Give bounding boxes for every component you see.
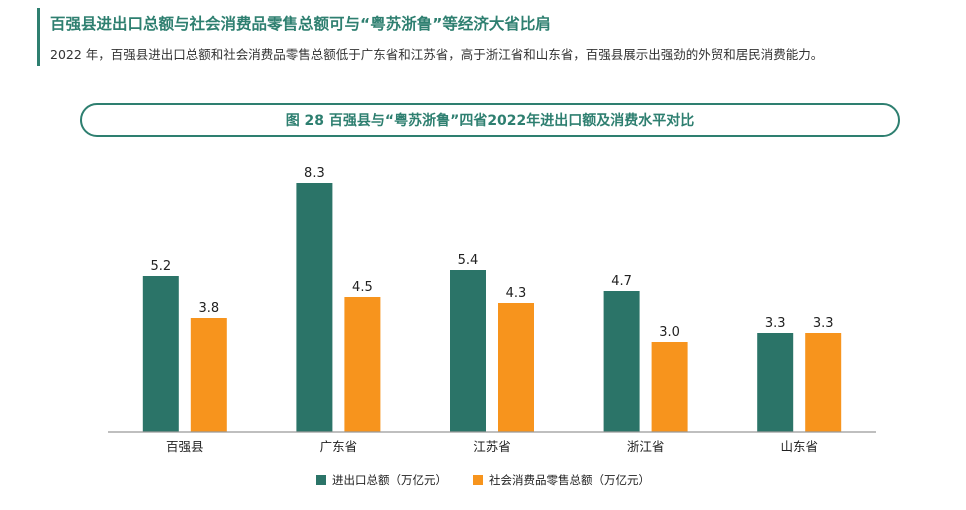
chart-title-box: 图 28 百强县与“粤苏浙鲁”四省2022年进出口额及消费水平对比 <box>80 103 900 137</box>
bar <box>498 303 534 432</box>
x-tick-label: 广东省 <box>320 439 358 454</box>
legend-item-import-export: 进出口总额（万亿元） <box>316 472 447 488</box>
legend-swatch-import-export <box>316 475 326 485</box>
heading-accent-bar <box>37 8 40 66</box>
legend-swatch-retail <box>473 475 483 485</box>
x-tick-label: 百强县 <box>166 439 204 454</box>
legend-label-import-export: 进出口总额（万亿元） <box>332 473 447 487</box>
bar <box>344 297 381 432</box>
bar <box>805 333 842 432</box>
data-label: 5.2 <box>150 259 171 274</box>
bar <box>757 333 794 432</box>
legend-item-retail: 社会消费品零售总额（万亿元） <box>473 472 650 488</box>
bar <box>190 318 227 432</box>
chart-title: 图 28 百强县与“粤苏浙鲁”四省2022年进出口额及消费水平对比 <box>285 113 695 129</box>
x-tick-label: 山东省 <box>780 439 818 454</box>
data-label: 4.7 <box>611 274 632 289</box>
data-label: 4.5 <box>352 280 373 295</box>
data-label: 3.0 <box>659 325 680 340</box>
data-label: 4.3 <box>506 286 527 301</box>
page-description: 2022 年，百强县进出口总额和社会消费品零售总额低于广东省和江苏省，高于浙江省… <box>50 47 824 62</box>
data-label: 3.3 <box>813 316 834 331</box>
data-label: 5.4 <box>458 253 479 268</box>
bar <box>603 291 640 432</box>
bar-chart: 5.2 3.8 百强县 8.3 4.5 广东省 5.4 4.3 江苏省 4.7 3.0 浙江省 3.3 3… <box>108 166 876 454</box>
data-label: 3.3 <box>765 316 786 331</box>
data-label: 8.3 <box>304 166 325 181</box>
legend-label-retail: 社会消费品零售总额（万亿元） <box>489 473 650 487</box>
bar <box>450 270 486 432</box>
x-tick-label: 浙江省 <box>627 439 665 454</box>
bar <box>651 342 688 432</box>
data-label: 3.8 <box>198 301 219 316</box>
bar <box>296 183 333 432</box>
bar <box>142 276 179 432</box>
x-tick-label: 江苏省 <box>473 439 511 454</box>
page-title: 百强县进出口总额与社会消费品零售总额可与“粤苏浙鲁”等经济大省比肩 <box>50 15 551 33</box>
chart-legend: 进出口总额（万亿元） 社会消费品零售总额（万亿元） <box>0 472 966 488</box>
